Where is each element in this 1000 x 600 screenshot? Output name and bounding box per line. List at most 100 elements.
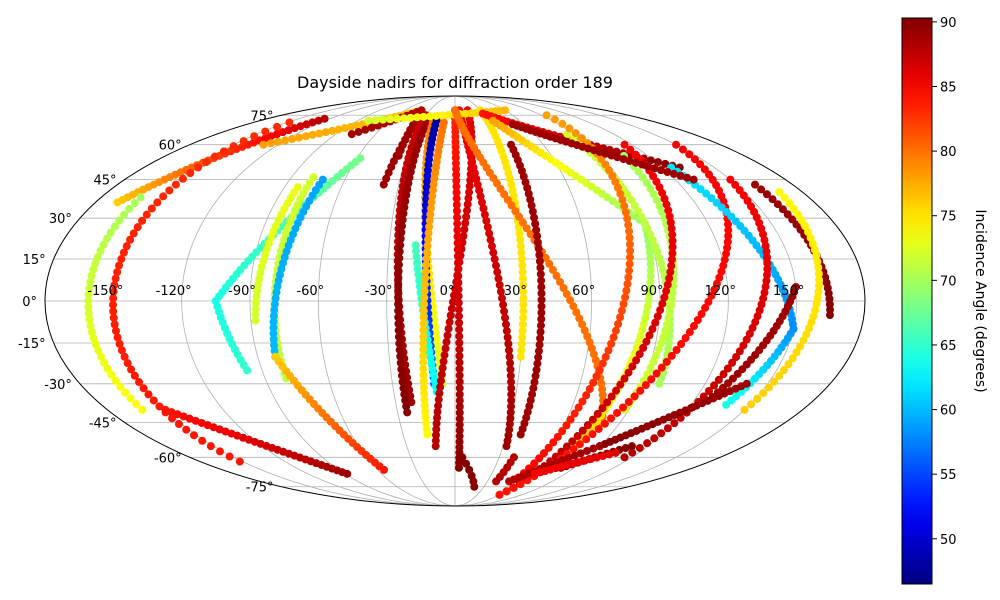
- data-point: [87, 327, 96, 336]
- data-point: [550, 115, 559, 124]
- data-point: [641, 313, 650, 322]
- data-point: [285, 118, 294, 127]
- data-point: [174, 420, 183, 429]
- data-point: [452, 207, 461, 215]
- y-tick-label: -30°: [44, 378, 72, 393]
- data-point: [704, 297, 713, 306]
- data-point: [235, 457, 244, 466]
- data-point: [532, 225, 541, 234]
- data-point: [509, 483, 518, 492]
- data-point: [340, 124, 349, 133]
- data-point: [142, 210, 151, 219]
- data-point: [84, 309, 93, 318]
- data-point: [562, 290, 571, 299]
- data-point: [393, 114, 402, 123]
- data-point: [455, 332, 464, 341]
- data-point: [394, 151, 403, 160]
- data-point: [570, 409, 579, 418]
- data-point: [446, 311, 455, 320]
- data-point: [431, 442, 440, 451]
- data-point: [452, 182, 461, 191]
- data-point: [504, 346, 513, 355]
- data-point: [394, 293, 403, 302]
- data-point: [573, 432, 582, 441]
- data-point: [576, 449, 585, 458]
- data-point: [583, 446, 592, 455]
- data-point: [728, 358, 737, 367]
- data-point: [185, 414, 194, 423]
- data-point: [419, 352, 428, 361]
- data-point: [613, 183, 622, 192]
- data-point: [724, 226, 733, 235]
- data-point: [528, 207, 537, 216]
- data-point: [489, 248, 498, 257]
- data-point: [628, 362, 637, 371]
- data-point: [750, 180, 759, 189]
- data-point: [419, 332, 428, 341]
- data-point: [465, 188, 474, 197]
- data-point: [693, 316, 702, 325]
- data-point: [470, 482, 479, 491]
- data-point: [113, 268, 122, 277]
- data-point: [161, 405, 170, 414]
- data-point: [562, 442, 571, 451]
- data-point: [130, 371, 139, 380]
- data-point: [107, 370, 116, 379]
- data-point: [668, 230, 677, 239]
- data-point: [386, 115, 395, 124]
- data-point: [533, 232, 542, 241]
- data-point: [611, 326, 620, 335]
- data-point: [403, 408, 412, 417]
- data-point: [397, 228, 406, 237]
- data-point: [506, 414, 515, 423]
- data-point: [452, 176, 461, 185]
- data-point: [656, 306, 665, 315]
- data-point: [239, 137, 248, 146]
- data-point: [635, 443, 644, 452]
- data-point: [269, 311, 278, 320]
- data-point: [420, 389, 429, 398]
- data-point: [454, 298, 463, 307]
- data-point: [419, 377, 428, 386]
- data-point: [625, 240, 634, 249]
- data-point: [394, 306, 403, 315]
- data-point: [654, 345, 663, 354]
- grid-meridian: [454, 96, 729, 506]
- data-point: [434, 348, 443, 357]
- data-point: [123, 359, 132, 368]
- data-point: [422, 254, 431, 263]
- data-point: [126, 235, 135, 244]
- data-point: [530, 213, 539, 222]
- data-point: [669, 169, 678, 178]
- data-point: [454, 265, 463, 274]
- data-point: [568, 437, 577, 446]
- data-point: [655, 379, 664, 388]
- data-point: [612, 386, 621, 395]
- data-point: [770, 377, 779, 386]
- data-point: [522, 224, 531, 233]
- data-point: [689, 322, 698, 331]
- data-point: [401, 197, 410, 206]
- data-point: [85, 284, 94, 293]
- data-point: [580, 326, 589, 335]
- data-point: [110, 281, 119, 290]
- data-point: [662, 357, 671, 366]
- data-point: [664, 338, 673, 347]
- data-point: [666, 268, 675, 277]
- data-point: [111, 274, 120, 283]
- data-point: [99, 240, 108, 249]
- data-point: [814, 287, 823, 296]
- x-tick-label: -90°: [228, 284, 256, 299]
- data-point: [423, 241, 432, 250]
- data-point: [454, 292, 463, 301]
- data-point: [518, 333, 527, 342]
- data-point: [788, 354, 797, 363]
- data-point: [94, 346, 103, 355]
- data-point: [507, 396, 516, 405]
- data-point: [144, 390, 153, 399]
- data-point: [378, 115, 387, 124]
- data-point: [594, 424, 603, 433]
- data-point: [438, 111, 447, 120]
- data-point: [667, 301, 676, 310]
- data-point: [814, 263, 823, 272]
